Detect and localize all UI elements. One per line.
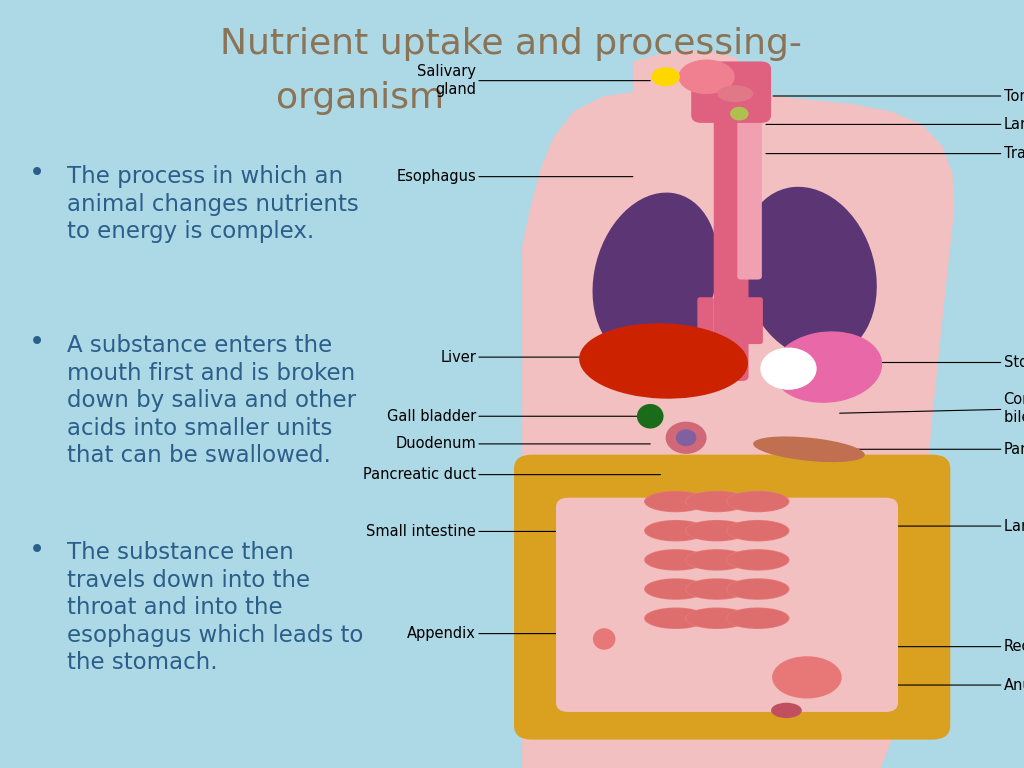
Ellipse shape [645, 521, 707, 541]
Ellipse shape [727, 521, 788, 541]
FancyBboxPatch shape [737, 112, 762, 280]
Ellipse shape [678, 60, 734, 94]
Text: The substance then
travels down into the
throat and into the
esophagus which lea: The substance then travels down into the… [67, 541, 362, 674]
Ellipse shape [717, 85, 753, 102]
Text: Esophagus: Esophagus [396, 169, 633, 184]
Ellipse shape [666, 422, 707, 454]
FancyBboxPatch shape [556, 498, 898, 712]
Text: Appendix: Appendix [408, 626, 623, 641]
FancyBboxPatch shape [697, 297, 714, 344]
Ellipse shape [645, 550, 707, 570]
Ellipse shape [726, 491, 790, 512]
Ellipse shape [685, 491, 749, 512]
Text: organism: organism [276, 81, 444, 114]
Text: Common
bile duct: Common bile duct [840, 392, 1024, 425]
Ellipse shape [771, 703, 802, 718]
Text: •: • [29, 161, 45, 187]
Ellipse shape [685, 578, 749, 600]
Ellipse shape [726, 549, 790, 571]
Text: Large intestine: Large intestine [876, 518, 1024, 534]
Ellipse shape [727, 550, 788, 570]
Ellipse shape [772, 331, 883, 403]
Ellipse shape [685, 549, 749, 571]
Text: Gall bladder: Gall bladder [387, 409, 640, 424]
Ellipse shape [727, 608, 788, 628]
Text: Pancreatic duct: Pancreatic duct [364, 467, 660, 482]
Ellipse shape [686, 550, 748, 570]
Ellipse shape [593, 193, 718, 360]
Text: Pancreas: Pancreas [840, 442, 1024, 457]
Ellipse shape [730, 107, 749, 121]
Ellipse shape [644, 549, 708, 571]
Text: •: • [29, 538, 45, 564]
Ellipse shape [645, 579, 707, 599]
Ellipse shape [686, 608, 748, 628]
Text: Stomach: Stomach [848, 355, 1024, 370]
Ellipse shape [685, 520, 749, 541]
Text: The process in which an
animal changes nutrients
to energy is complex.: The process in which an animal changes n… [67, 165, 358, 243]
Ellipse shape [637, 404, 664, 429]
Ellipse shape [644, 607, 708, 629]
Ellipse shape [741, 187, 877, 359]
Ellipse shape [753, 436, 865, 462]
Text: •: • [29, 330, 45, 356]
Ellipse shape [727, 492, 788, 511]
Ellipse shape [651, 67, 680, 87]
Text: Duodenum: Duodenum [395, 436, 650, 452]
Ellipse shape [644, 578, 708, 600]
Ellipse shape [645, 608, 707, 628]
Text: Rectum: Rectum [868, 639, 1024, 654]
FancyBboxPatch shape [691, 61, 771, 123]
Ellipse shape [685, 607, 749, 629]
Ellipse shape [726, 520, 790, 541]
Text: Small intestine: Small intestine [367, 524, 637, 539]
Text: Trachea: Trachea [766, 146, 1024, 161]
Ellipse shape [645, 492, 707, 511]
FancyBboxPatch shape [714, 118, 749, 381]
Ellipse shape [760, 347, 817, 390]
Text: Liver: Liver [440, 349, 627, 365]
Ellipse shape [727, 579, 788, 599]
Polygon shape [522, 50, 954, 768]
Text: A substance enters the
mouth first and is broken
down by saliva and other
acids : A substance enters the mouth first and i… [67, 334, 355, 467]
Text: Nutrient uptake and processing-: Nutrient uptake and processing- [220, 27, 802, 61]
FancyBboxPatch shape [514, 455, 950, 740]
Ellipse shape [580, 323, 748, 399]
Ellipse shape [686, 579, 748, 599]
Ellipse shape [644, 491, 708, 512]
Ellipse shape [726, 607, 790, 629]
Ellipse shape [686, 521, 748, 541]
Ellipse shape [686, 492, 748, 511]
Text: Salivary
gland: Salivary gland [417, 65, 650, 97]
Text: Larynx: Larynx [766, 117, 1024, 132]
Text: Anus: Anus [840, 677, 1024, 693]
Ellipse shape [593, 628, 615, 650]
Text: Tongue: Tongue [773, 88, 1024, 104]
FancyBboxPatch shape [746, 297, 763, 344]
Ellipse shape [726, 578, 790, 600]
Ellipse shape [772, 656, 842, 699]
Ellipse shape [644, 520, 708, 541]
Ellipse shape [676, 429, 696, 446]
